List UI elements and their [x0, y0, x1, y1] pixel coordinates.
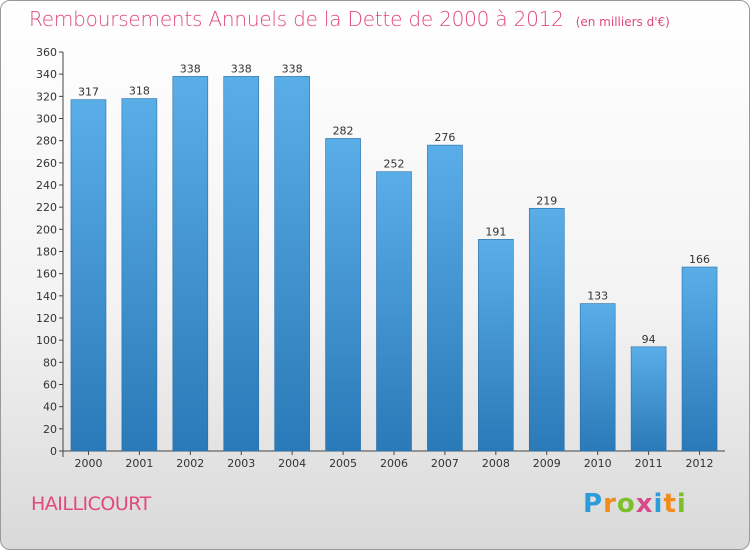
logo-letter: i	[676, 489, 687, 519]
bar-2011	[630, 346, 667, 452]
y-tick-label: 360	[36, 46, 57, 59]
y-tick-label: 220	[36, 201, 57, 214]
y-tick-label: 80	[43, 356, 57, 369]
value-label-2012: 166	[689, 253, 710, 266]
y-tick-label: 100	[36, 334, 57, 347]
bar-2003	[223, 76, 260, 452]
x-tick-label-2004: 2004	[278, 457, 306, 470]
value-label-2005: 282	[333, 124, 354, 137]
y-tick-label: 40	[43, 401, 57, 414]
chart-title: Remboursements Annuels de la Dette de 20…	[29, 7, 564, 31]
x-tick-label-2000: 2000	[74, 457, 102, 470]
y-tick-label: 180	[36, 246, 57, 259]
y-tick-label: 20	[43, 423, 57, 436]
x-tick-label-2003: 2003	[227, 457, 255, 470]
bars	[70, 76, 718, 452]
x-tick-label-2006: 2006	[380, 457, 408, 470]
x-tick-label-2011: 2011	[635, 457, 663, 470]
y-tick-label: 320	[36, 90, 57, 103]
value-label-2009: 219	[536, 194, 557, 207]
x-tick-label-2007: 2007	[431, 457, 459, 470]
y-tick-label: 140	[36, 290, 57, 303]
bar-2006	[376, 171, 412, 452]
x-tick-label-2002: 2002	[176, 457, 204, 470]
value-label-2003: 338	[231, 62, 252, 75]
y-tick-label: 340	[36, 68, 57, 81]
bar-2004	[274, 76, 310, 452]
unit-note: (en milliers d'€)	[575, 15, 670, 29]
bar-2000	[70, 99, 107, 452]
bar-2008	[478, 239, 514, 452]
value-label-2010: 133	[587, 290, 608, 303]
logo-letter: x	[635, 489, 654, 519]
logo-letter: o	[616, 489, 636, 519]
x-tick-label-2010: 2010	[584, 457, 612, 470]
data-labels: 317 318 338 338 338 282 252 276 191 219 133 94 166	[78, 62, 710, 345]
proxiti-logo: Proxiti	[583, 489, 687, 519]
x-tick-label-2009: 2009	[533, 457, 561, 470]
x-tick-label-2001: 2001	[125, 457, 153, 470]
bar-2001	[121, 98, 158, 452]
y-tick-label: 280	[36, 135, 57, 148]
value-label-2011: 94	[642, 333, 656, 346]
y-tick-label: 240	[36, 179, 57, 192]
axes: 0 20 40 60 80 100 120 140 160 180 200 220 240 260 280 3…	[36, 46, 725, 470]
logo-letter: P	[583, 489, 604, 519]
bar-2002	[172, 76, 209, 452]
bar-2005	[325, 138, 361, 452]
title-row: Remboursements Annuels de la Dette de 20…	[29, 7, 670, 31]
value-label-2007: 276	[434, 131, 455, 144]
commune-name: HAILLICOURT	[31, 493, 151, 515]
bar-2010	[579, 303, 616, 452]
y-tick-label: 60	[43, 379, 57, 392]
y-tick-label: 120	[36, 312, 57, 325]
logo-letter: t	[663, 489, 677, 519]
x-tick-label-2005: 2005	[329, 457, 357, 470]
y-tick-label: 200	[36, 223, 57, 236]
bar-2012	[681, 266, 718, 452]
x-tick-label-2008: 2008	[482, 457, 510, 470]
y-tick-label: 300	[36, 113, 57, 126]
value-label-2006: 252	[384, 158, 405, 171]
y-tick-label: 0	[50, 445, 57, 458]
value-label-2001: 318	[129, 85, 150, 98]
value-label-2002: 338	[180, 62, 201, 75]
logo-letter: r	[603, 489, 617, 519]
value-label-2004: 338	[282, 62, 303, 75]
y-tick-label: 260	[36, 157, 57, 170]
x-tick-label-2012: 2012	[686, 457, 714, 470]
bar-2009	[528, 207, 565, 452]
y-tick-label: 160	[36, 268, 57, 281]
bar-2007	[427, 144, 463, 452]
value-label-2000: 317	[78, 86, 99, 99]
logo-letter: i	[653, 489, 664, 519]
value-label-2008: 191	[485, 225, 506, 238]
